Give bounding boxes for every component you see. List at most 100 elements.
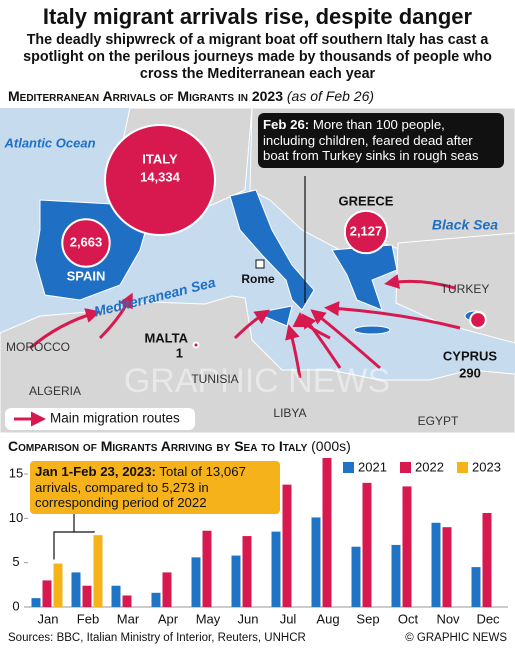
route [384, 274, 456, 290]
crete [353, 325, 391, 335]
country-label: MALTA [144, 330, 188, 345]
bar [482, 513, 492, 607]
x-tick-label: Sep [356, 611, 379, 626]
legend-swatch [343, 462, 354, 473]
map-header: Mediterranean Arrivals of Migrants in 20… [8, 88, 374, 104]
route [98, 292, 133, 340]
x-tick-label: Jul [280, 611, 297, 626]
x-tick-label: Apr [158, 611, 179, 626]
x-tick-label: Aug [316, 611, 339, 626]
bubble [104, 124, 216, 236]
route [310, 309, 381, 370]
chart-title: Comparison of Migrants Arriving by Sea t… [8, 438, 308, 454]
chart-unit: (000s) [311, 438, 351, 454]
route [29, 308, 101, 350]
legend-swatch [400, 462, 411, 473]
subtitle: The deadly shipwreck of a migrant boat o… [23, 32, 492, 82]
place-label: EGYPT [418, 414, 459, 428]
bar [122, 595, 132, 607]
bar [282, 484, 292, 607]
bar [391, 544, 401, 607]
route [233, 309, 270, 340]
bar [362, 482, 372, 607]
route [301, 313, 342, 369]
bar [431, 522, 441, 607]
route [292, 312, 331, 340]
country-label: SPAIN [67, 268, 106, 283]
bar [322, 458, 332, 607]
bar [311, 517, 321, 607]
x-tick-label: Nov [436, 611, 460, 626]
bar [82, 585, 92, 607]
bar [202, 530, 212, 607]
bar [151, 592, 161, 607]
place-label: Rome [241, 272, 275, 286]
route [324, 301, 461, 330]
legend-label: 2023 [472, 459, 501, 474]
bar [351, 546, 361, 607]
bubble [469, 311, 487, 329]
rome-marker [255, 259, 265, 269]
x-tick-label: Mar [117, 611, 140, 626]
africa [0, 295, 515, 433]
bar [442, 527, 452, 607]
y-tick-label: 0 [12, 598, 19, 613]
callout-text: More than 100 people, including children… [263, 117, 479, 163]
legend-swatch [457, 462, 468, 473]
annotation-leader [53, 512, 95, 560]
title: Italy migrant arrivals rise, despite dan… [42, 4, 473, 29]
bar [111, 585, 121, 607]
bar [31, 598, 41, 607]
bubble [343, 209, 389, 255]
italy [229, 189, 315, 311]
y-tick-label: 15 [9, 465, 23, 480]
bar [242, 536, 252, 607]
x-tick-label: Dec [476, 611, 500, 626]
x-tick-label: Jan [38, 611, 59, 626]
country-value: 290 [459, 365, 481, 380]
country-label: CYPRUS [443, 348, 498, 363]
annotation: Jan 1-Feb 23, 2023: Total of 13,067 arri… [30, 461, 280, 514]
place-label: TURKEY [441, 282, 490, 296]
sicily [254, 305, 293, 327]
bar [53, 563, 63, 607]
x-tick-label: Jun [238, 611, 259, 626]
country-value: 14,334 [140, 169, 181, 184]
place-label: LIBYA [273, 406, 306, 420]
x-tick-label: May [196, 611, 221, 626]
place-label: TUNISIA [191, 372, 238, 386]
country-label: GREECE [339, 193, 394, 208]
place-label: ALGERIA [29, 384, 81, 398]
place-label: Black Sea [432, 217, 498, 233]
annotation-bold: Jan 1-Feb 23, 2023: [35, 464, 156, 479]
bar [231, 555, 241, 607]
country-value: 2,663 [70, 234, 103, 249]
bar [191, 557, 201, 607]
legend-box [5, 408, 195, 430]
map-title: Mediterranean Arrivals of Migrants in 20… [8, 88, 283, 104]
place-label: Atlantic Ocean [3, 135, 95, 150]
greece [331, 244, 398, 311]
bar [271, 531, 281, 607]
bar [93, 535, 103, 607]
watermark: GRAPHIC NEWS [124, 362, 390, 400]
y-tick-label: 10 [9, 510, 23, 525]
bar [42, 580, 52, 607]
legend-label: 2022 [415, 459, 444, 474]
country-value: 2,127 [350, 223, 383, 238]
y-tick-label: 5 [12, 554, 19, 569]
callout: Feb 26: More than 100 people, including … [258, 113, 504, 168]
bubble [192, 341, 200, 349]
bar [71, 572, 81, 607]
credit: © GRAPHIC NEWS [405, 632, 507, 644]
x-tick-label: Feb [77, 611, 99, 626]
legend-label: Main migration routes [50, 411, 180, 426]
callout-bold: Feb 26: [263, 117, 310, 132]
legend-label: 2021 [358, 459, 387, 474]
bar [162, 572, 172, 607]
bar [402, 486, 412, 607]
country-value: 1 [176, 345, 183, 360]
x-tick-label: Oct [398, 611, 419, 626]
chart-header: Comparison of Migrants Arriving by Sea t… [8, 438, 351, 454]
